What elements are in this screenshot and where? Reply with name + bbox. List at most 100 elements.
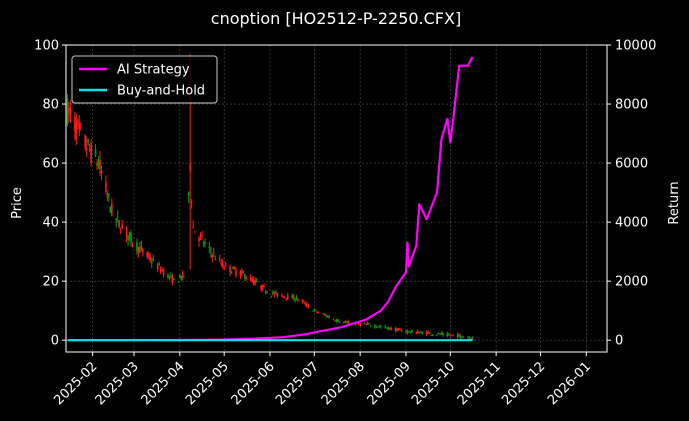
- y-axis-right: 0 2000 4000 6000 8000 10000: [607, 39, 656, 349]
- candle-body: [202, 243, 205, 245]
- candle-body: [142, 248, 144, 253]
- candle-body: [235, 270, 237, 276]
- x-tick-label: 2025-04: [139, 359, 188, 408]
- candle-body: [449, 335, 452, 337]
- candle-body: [415, 331, 418, 334]
- candle-body: [334, 320, 336, 322]
- candle-body: [90, 143, 92, 163]
- candle-body: [343, 322, 345, 324]
- candle-body: [328, 316, 330, 318]
- candle-body: [471, 336, 474, 339]
- candle-body: [357, 323, 360, 324]
- candle-body: [199, 234, 202, 236]
- candle-body: [285, 298, 288, 300]
- candle-body: [179, 274, 181, 278]
- candle-body: [307, 305, 310, 307]
- candle-body: [147, 253, 150, 257]
- candle-body: [427, 331, 429, 333]
- x-axis: 2025-022025-032025-042025-052025-062025-…: [51, 352, 594, 408]
- candle-body: [458, 334, 460, 336]
- candle-body: [254, 280, 257, 284]
- candle-body: [421, 332, 424, 335]
- candle-body: [66, 98, 69, 124]
- candle-body: [335, 319, 338, 322]
- candle-body: [390, 327, 392, 330]
- chart-title: cnoption [HO2512-P-2250.CFX]: [211, 9, 461, 28]
- candle-body: [264, 291, 267, 293]
- candle-body: [452, 334, 455, 336]
- candle-body: [448, 334, 450, 336]
- candle-body: [440, 333, 443, 335]
- candle-body: [84, 135, 87, 148]
- candle-body: [303, 301, 305, 303]
- candle-body: [385, 327, 388, 329]
- candle-body: [158, 263, 160, 266]
- candle-body: [439, 334, 441, 335]
- candle-body: [394, 328, 397, 332]
- candle-body: [266, 291, 268, 293]
- candle-body: [326, 316, 329, 318]
- candle-body: [405, 331, 407, 333]
- candle-body: [317, 312, 320, 314]
- x-tick-label: 2026-01: [545, 359, 594, 408]
- y-tick-label-right: 0: [615, 334, 623, 349]
- candle-body: [384, 326, 387, 328]
- candle-body: [425, 331, 428, 335]
- candle-body: [201, 234, 203, 237]
- candle-body: [213, 252, 215, 254]
- y-axis-left: 0 20 40 60 80 100: [34, 39, 66, 349]
- candle-body: [171, 276, 174, 284]
- candle-body: [399, 329, 401, 330]
- candle-body: [233, 267, 236, 270]
- candle-body: [346, 322, 348, 323]
- candle-body: [456, 334, 459, 338]
- candle-body: [365, 324, 367, 326]
- candle-body: [245, 278, 248, 280]
- candle-body: [261, 284, 264, 291]
- candle-body: [181, 272, 184, 278]
- y-axis-left-title: Price: [10, 187, 25, 219]
- candle-body: [263, 286, 265, 287]
- candle-body: [306, 303, 308, 307]
- x-tick-label: 2025-03: [93, 359, 142, 408]
- candle-body: [450, 334, 453, 336]
- candle-body: [218, 257, 221, 259]
- candle-body: [161, 269, 163, 271]
- candle-body: [88, 148, 91, 150]
- candle-body: [323, 314, 326, 316]
- candle-body: [137, 247, 140, 253]
- candle-body: [409, 332, 412, 334]
- candle-body: [297, 299, 299, 300]
- candle-body: [468, 337, 471, 339]
- candle-body: [304, 303, 307, 306]
- candle-body: [260, 285, 262, 289]
- y-tick-label-right: 4000: [615, 216, 648, 231]
- candle-body: [105, 181, 107, 192]
- candle-body: [167, 273, 169, 279]
- candle-body: [446, 333, 449, 336]
- candle-body: [152, 258, 155, 261]
- legend: AI Strategy Buy-and-Hold: [71, 55, 218, 104]
- candle-body: [121, 224, 123, 228]
- candle-body: [223, 267, 225, 270]
- candle-body: [139, 246, 141, 253]
- candle-body: [168, 275, 171, 278]
- candle-body: [292, 295, 295, 300]
- candle-body: [416, 331, 419, 333]
- candle-body: [316, 312, 319, 313]
- candle-body: [312, 310, 314, 312]
- candle-body: [337, 319, 339, 323]
- candle-body: [97, 162, 100, 167]
- candle-body: [430, 334, 432, 336]
- candle-body: [338, 322, 341, 324]
- candle-body: [322, 313, 324, 315]
- candle-body: [94, 149, 97, 156]
- x-tick-label: 2025-05: [183, 359, 232, 408]
- candle-body: [79, 126, 82, 128]
- candle-body: [388, 327, 391, 330]
- candle-body: [301, 300, 304, 302]
- y-tick-label-right: 8000: [615, 98, 648, 113]
- candle-body: [332, 319, 335, 320]
- candle-body: [125, 228, 128, 237]
- grid: [66, 44, 607, 352]
